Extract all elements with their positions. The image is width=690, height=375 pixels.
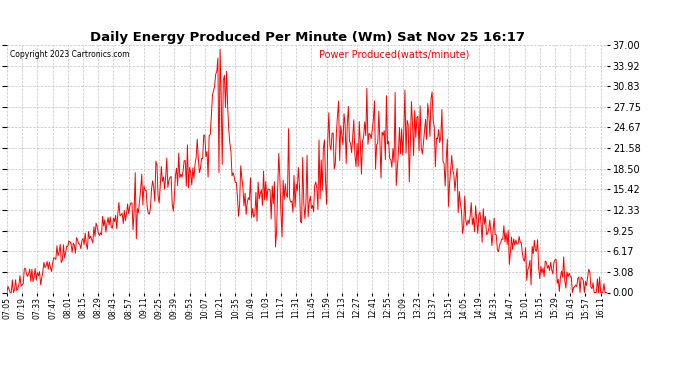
Text: Power Produced(watts/minute): Power Produced(watts/minute) bbox=[319, 50, 469, 60]
Text: Copyright 2023 Cartronics.com: Copyright 2023 Cartronics.com bbox=[10, 50, 130, 59]
Title: Daily Energy Produced Per Minute (Wm) Sat Nov 25 16:17: Daily Energy Produced Per Minute (Wm) Sa… bbox=[90, 31, 524, 44]
